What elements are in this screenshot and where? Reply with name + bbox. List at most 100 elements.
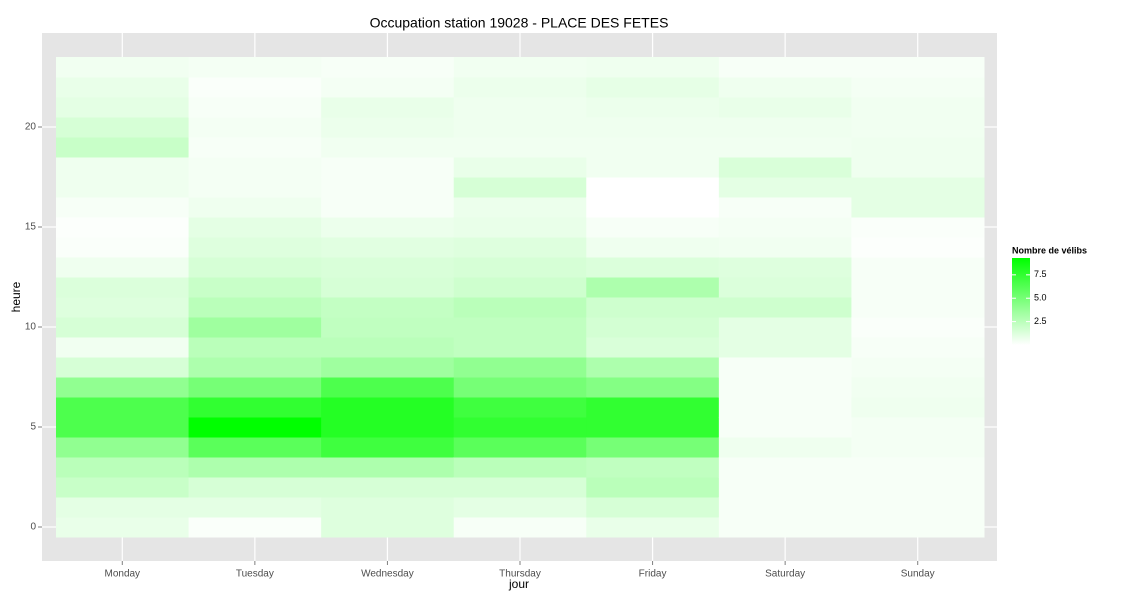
heatmap-cell xyxy=(586,477,720,498)
heatmap-cell xyxy=(718,437,852,458)
heatmap-cell xyxy=(453,177,587,198)
heatmap-cell xyxy=(453,417,587,438)
heatmap-cell xyxy=(851,257,985,278)
heatmap-cell xyxy=(851,317,985,338)
heatmap-cell xyxy=(321,477,455,498)
heatmap-cell xyxy=(586,277,720,298)
heatmap-cell xyxy=(56,457,190,478)
heatmap-cell xyxy=(851,477,985,498)
heatmap-cell xyxy=(851,337,985,358)
heatmap-cell xyxy=(321,117,455,138)
heatmap-cell xyxy=(321,197,455,218)
y-tick-label: 20 xyxy=(25,122,37,133)
heatmap-cell xyxy=(56,157,190,178)
heatmap-cell xyxy=(718,497,852,518)
chart-title: Occupation station 19028 - PLACE DES FET… xyxy=(370,15,669,31)
heatmap-cell xyxy=(56,237,190,258)
heatmap-cell xyxy=(188,77,322,98)
heatmap-cell xyxy=(188,337,322,358)
heatmap-cell xyxy=(851,237,985,258)
heatmap-cell xyxy=(321,97,455,118)
heatmap-cell xyxy=(586,77,720,98)
heatmap-cell xyxy=(56,397,190,418)
heatmap-cell xyxy=(453,217,587,238)
heatmap-cell xyxy=(586,217,720,238)
heatmap-cell xyxy=(188,377,322,398)
heatmap-cell xyxy=(718,117,852,138)
heatmap-cell xyxy=(586,117,720,138)
heatmap-cell xyxy=(321,137,455,158)
heatmap-cell xyxy=(453,137,587,158)
heatmap-cell xyxy=(586,97,720,118)
heatmap-cell xyxy=(321,497,455,518)
heatmap-cell xyxy=(851,357,985,378)
heatmap-cell xyxy=(586,497,720,518)
heatmap-cell xyxy=(851,277,985,298)
heatmap-cell xyxy=(56,437,190,458)
heatmap-cell xyxy=(851,437,985,458)
heatmap-cell xyxy=(851,517,985,538)
heatmap-cell xyxy=(851,297,985,318)
heatmap-cell xyxy=(188,57,322,78)
x-tick-label: Sunday xyxy=(901,569,935,580)
heatmap-cell xyxy=(453,437,587,458)
heatmap-cell xyxy=(321,517,455,538)
heatmap-cell xyxy=(718,417,852,438)
heatmap-cell xyxy=(56,357,190,378)
heatmap-cell xyxy=(321,417,455,438)
heatmap-cell xyxy=(851,97,985,118)
heatmap-cell xyxy=(453,477,587,498)
heatmap-cell xyxy=(56,57,190,78)
heatmap-cell xyxy=(188,437,322,458)
heatmap-cell xyxy=(321,237,455,258)
heatmap-cell xyxy=(718,257,852,278)
heatmap-cell xyxy=(188,357,322,378)
heatmap-cell xyxy=(586,357,720,378)
heatmap-cell xyxy=(851,417,985,438)
heatmap-cell xyxy=(321,337,455,358)
x-tick-label: Monday xyxy=(104,569,140,580)
heatmap-cell xyxy=(718,217,852,238)
heatmap-cell xyxy=(56,97,190,118)
heatmap-cell xyxy=(851,157,985,178)
y-tick-label: 5 xyxy=(30,422,36,433)
heatmap-cell xyxy=(321,277,455,298)
heatmap-cell xyxy=(718,477,852,498)
heatmap-cell xyxy=(188,237,322,258)
heatmap-cell xyxy=(453,317,587,338)
heatmap-cell xyxy=(586,297,720,318)
heatmap-cell xyxy=(851,197,985,218)
heatmap-cell xyxy=(453,277,587,298)
heatmap-cell xyxy=(586,157,720,178)
heatmap-cell xyxy=(851,137,985,158)
heatmap-cell xyxy=(718,77,852,98)
heatmap-cell xyxy=(321,77,455,98)
legend-label: 5.0 xyxy=(1034,293,1047,303)
heatmap-cell xyxy=(851,77,985,98)
heatmap-cell xyxy=(718,317,852,338)
heatmap-cell xyxy=(56,137,190,158)
heatmap-cell xyxy=(718,397,852,418)
heatmap-cell xyxy=(188,297,322,318)
heatmap-cell xyxy=(718,237,852,258)
heatmap-cell xyxy=(188,457,322,478)
heatmap-cell xyxy=(453,297,587,318)
heatmap-cell xyxy=(453,237,587,258)
heatmap-cell xyxy=(586,257,720,278)
heatmap-cell xyxy=(321,457,455,478)
heatmap-cell xyxy=(851,217,985,238)
heatmap-cell xyxy=(586,337,720,358)
heatmap-cell xyxy=(56,77,190,98)
heatmap-cell xyxy=(851,397,985,418)
heatmap-cell xyxy=(56,177,190,198)
legend-title: Nombre de vélibs xyxy=(1012,245,1087,255)
x-tick-label: Tuesday xyxy=(236,569,274,580)
heatmap-cell xyxy=(321,177,455,198)
heatmap-cell xyxy=(453,257,587,278)
heatmap-cell xyxy=(188,397,322,418)
heatmap-cell xyxy=(586,177,720,198)
x-tick-label: Saturday xyxy=(765,569,805,580)
heatmap-cell xyxy=(188,157,322,178)
heatmap-cell xyxy=(586,437,720,458)
heatmap-cell xyxy=(56,257,190,278)
